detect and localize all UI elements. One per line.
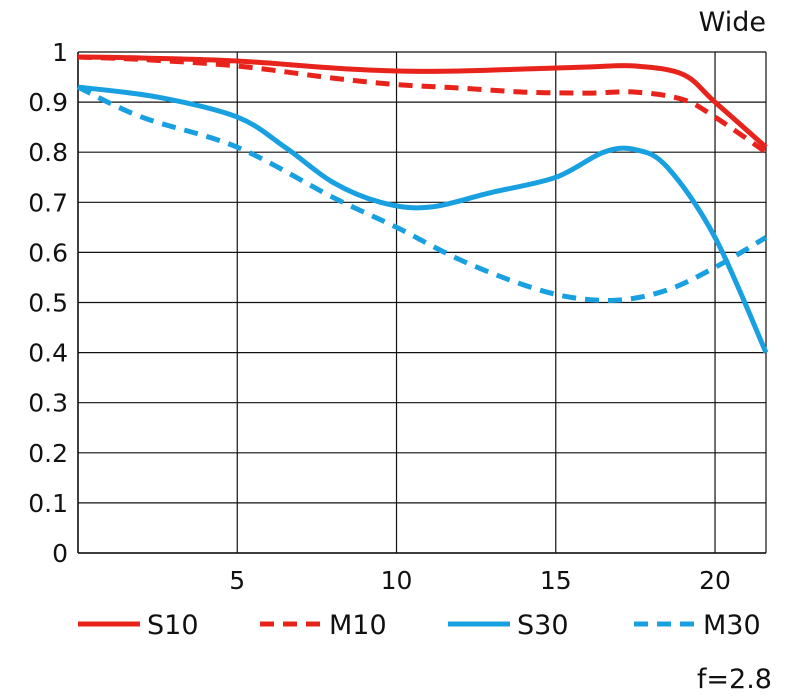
y-tick-label: 0 <box>52 539 68 568</box>
y-tick-label: 0.9 <box>28 88 68 117</box>
x-tick-label: 5 <box>229 566 245 595</box>
legend-label-m30: M30 <box>703 610 761 641</box>
grid <box>77 51 767 554</box>
aperture-footnote: f=2.8 <box>697 664 772 695</box>
legend: S10 M10 S30 M30 <box>78 610 761 641</box>
series-line-s30 <box>77 84 769 354</box>
y-tick-label: 0.3 <box>28 389 68 418</box>
y-tick-label: 0.7 <box>28 188 68 217</box>
y-tick-label: 0.5 <box>28 289 68 318</box>
y-tick-label: 0.6 <box>28 238 68 267</box>
series-lines <box>76 54 769 354</box>
x-tick-label: 20 <box>699 566 731 595</box>
legend-label-s30: S30 <box>517 610 569 641</box>
x-tick-label: 10 <box>381 566 413 595</box>
y-tick-label: 0.8 <box>28 138 68 167</box>
y-tick-label: 0.4 <box>28 339 68 368</box>
series-line-m10 <box>77 54 768 155</box>
chart-title: Wide <box>699 7 766 38</box>
legend-label-s10: S10 <box>147 610 199 641</box>
series-line-m30 <box>76 84 768 303</box>
y-tick-label: 0.1 <box>28 489 68 518</box>
series-line-s10 <box>77 54 768 150</box>
axis-ticks: 00.10.20.30.40.50.60.70.80.915 10 15 20 <box>28 38 731 595</box>
legend-label-m10: M10 <box>329 610 387 641</box>
y-tick-label: 1 <box>52 38 68 67</box>
y-tick-label: 0.2 <box>28 439 68 468</box>
x-tick-label: 15 <box>540 566 572 595</box>
